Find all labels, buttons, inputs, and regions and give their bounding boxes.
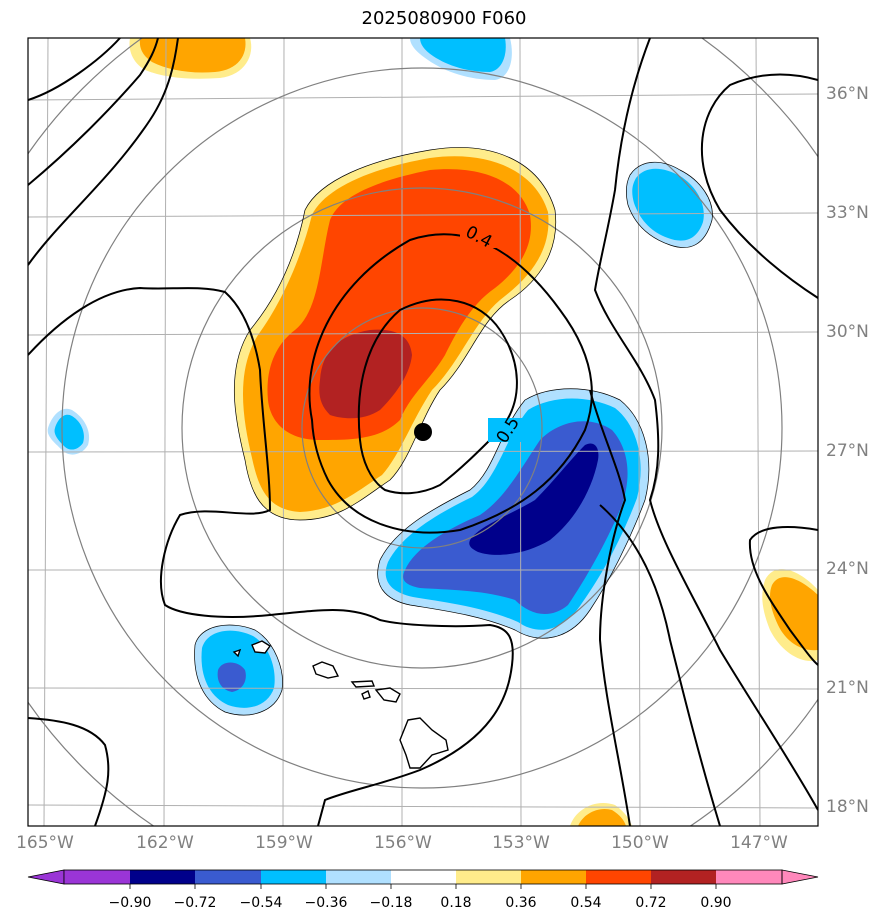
contour-outer bbox=[28, 286, 514, 826]
colorbar-tick-0: −0.90 bbox=[108, 895, 152, 911]
colorbar-tick-2: −0.54 bbox=[239, 895, 283, 911]
colorbar-swatch-8 bbox=[586, 870, 651, 884]
contour-south-west bbox=[28, 717, 110, 826]
contour-0-5 bbox=[357, 298, 518, 495]
colorbar-swatch-4 bbox=[326, 870, 391, 884]
big-island-hawaii bbox=[399, 717, 449, 769]
contour-0-4 bbox=[308, 233, 593, 534]
colorbar-swatch-5 bbox=[391, 870, 456, 884]
lanai-island bbox=[361, 690, 371, 700]
lon-label-156w: 156°W bbox=[374, 833, 432, 853]
oahu-island bbox=[312, 661, 340, 679]
colorbar-tick-5: 0.18 bbox=[440, 895, 472, 911]
lat-label-30n: 30°N bbox=[826, 322, 869, 342]
contour-east-2 bbox=[700, 73, 818, 299]
contour-east-5 bbox=[748, 526, 818, 666]
colorbar-swatch-0 bbox=[64, 870, 130, 884]
contour-east-3 bbox=[589, 389, 631, 826]
lat-label-27n: 27°N bbox=[826, 441, 869, 461]
lat-label-33n: 33°N bbox=[826, 203, 869, 223]
anomaly-south-inner bbox=[578, 808, 626, 826]
chart-title: 2025080900 F060 bbox=[361, 8, 527, 29]
colorbar-tick-8: 0.72 bbox=[635, 895, 667, 911]
range-ring-1 bbox=[301, 307, 543, 549]
anomaly-east-inner bbox=[770, 577, 818, 651]
niihau-island bbox=[232, 648, 242, 658]
range-ring-2 bbox=[181, 187, 663, 669]
contour-west-3 bbox=[28, 38, 121, 101]
colorbar-swatch-7 bbox=[521, 870, 586, 884]
colorbar-tick-7: 0.54 bbox=[570, 895, 602, 911]
lon-label-162w: 162°W bbox=[136, 833, 194, 853]
colorbar-tick-4: −0.18 bbox=[369, 895, 413, 911]
contour-east-4 bbox=[599, 504, 721, 826]
anomaly-neg-hawaii-core bbox=[217, 662, 246, 692]
contour-west-2 bbox=[28, 38, 159, 186]
range-ring-3 bbox=[61, 67, 783, 789]
colorbar-swatch-2 bbox=[195, 870, 261, 884]
lat-label-36n: 36°N bbox=[826, 84, 869, 104]
colorbar-swatch-6 bbox=[456, 870, 521, 884]
colorbar-swatch-10 bbox=[716, 870, 782, 884]
colorbar bbox=[27, 869, 819, 889]
lon-label-150w: 150°W bbox=[611, 833, 669, 853]
lat-label-18n: 18°N bbox=[826, 797, 869, 817]
colorbar-tick-9: 0.90 bbox=[700, 895, 732, 911]
hawaiian-islands bbox=[232, 640, 449, 769]
lon-label-153w: 153°W bbox=[492, 833, 550, 853]
center-marker bbox=[414, 423, 432, 441]
kauai-island bbox=[251, 640, 272, 654]
anomaly-band-neg-0-72 bbox=[469, 443, 599, 555]
molokai-island bbox=[350, 680, 376, 688]
colorbar-tick-1: −0.72 bbox=[173, 895, 217, 911]
map-frame bbox=[27, 37, 819, 827]
maui-island bbox=[374, 687, 401, 703]
contour-east-1 bbox=[593, 38, 818, 811]
contour-lines bbox=[28, 38, 818, 826]
contour-west-1 bbox=[28, 38, 179, 266]
contour-label-group: 0.4 0.5 bbox=[460, 222, 524, 447]
lon-label-159w: 159°W bbox=[255, 833, 313, 853]
lat-label-21n: 21°N bbox=[826, 678, 869, 698]
colorbar-tick-6: 0.36 bbox=[505, 895, 537, 911]
colorbar-low-arrow bbox=[27, 869, 65, 885]
colorbar-swatch-3 bbox=[261, 870, 326, 884]
map-gridlines bbox=[28, 38, 818, 826]
anomaly-band-0-72 bbox=[319, 329, 412, 419]
anomaly-neg-north-east-inner bbox=[632, 168, 704, 241]
colorbar-high-arrow bbox=[781, 869, 819, 885]
lon-label-147w: 147°W bbox=[730, 833, 788, 853]
lon-label-165w: 165°W bbox=[16, 833, 74, 853]
colorbar-tick-3: −0.36 bbox=[304, 895, 348, 911]
colorbar-swatch-1 bbox=[130, 870, 195, 884]
colorbar-swatch-9 bbox=[651, 870, 716, 884]
anomaly-neg-north-inner bbox=[420, 38, 506, 72]
lat-label-24n: 24°N bbox=[826, 559, 869, 579]
